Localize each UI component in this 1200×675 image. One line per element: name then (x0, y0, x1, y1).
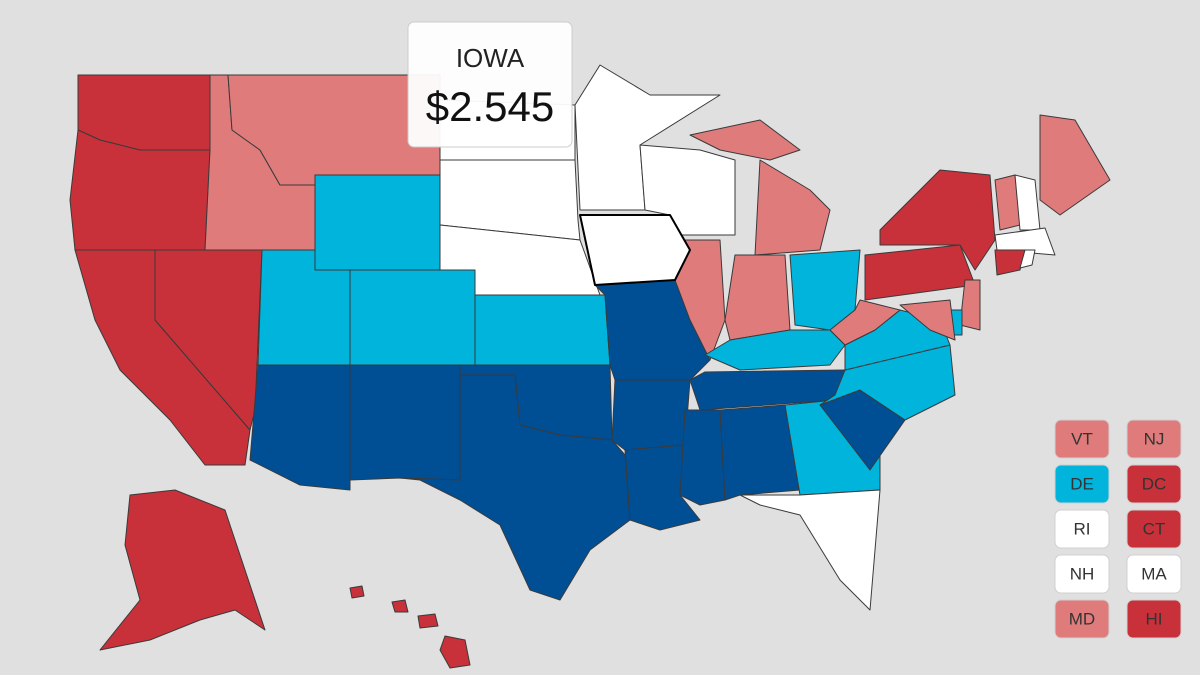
legend-label: RI (1074, 519, 1091, 538)
state[interactable] (994, 249, 1026, 276)
legend-label: DE (1070, 474, 1094, 493)
legend-label: CT (1143, 519, 1166, 538)
small-state-legend: VT NJ DE DC RI CT NH MA MD HI (1054, 419, 1182, 639)
state[interactable] (439, 159, 581, 241)
state[interactable] (249, 364, 351, 491)
state[interactable] (579, 214, 691, 286)
state[interactable] (417, 613, 439, 629)
state[interactable] (99, 489, 266, 651)
legend-label: HI (1146, 609, 1163, 628)
state[interactable] (349, 585, 365, 599)
legend-label: MA (1141, 564, 1167, 583)
legend-label: MD (1069, 609, 1095, 628)
state[interactable] (391, 599, 409, 613)
state[interactable] (689, 119, 801, 161)
legend-label: VT (1071, 429, 1093, 448)
legend-box[interactable] (1126, 464, 1182, 504)
state[interactable] (739, 489, 881, 611)
state[interactable] (439, 635, 471, 669)
legend-label: NH (1070, 564, 1095, 583)
state[interactable] (399, 374, 631, 601)
state[interactable] (754, 159, 831, 256)
state[interactable] (829, 299, 901, 346)
state[interactable] (819, 344, 956, 421)
state[interactable] (314, 174, 441, 271)
legend-box[interactable] (1126, 419, 1182, 459)
legend-box[interactable] (1054, 419, 1110, 459)
legend-box[interactable] (1054, 554, 1110, 594)
state[interactable] (724, 254, 791, 341)
state[interactable] (349, 364, 461, 481)
legend-box[interactable] (1054, 599, 1110, 639)
legend-box[interactable] (1126, 554, 1182, 594)
state[interactable] (899, 299, 956, 341)
legend-box[interactable] (1054, 464, 1110, 504)
state[interactable] (994, 227, 1056, 256)
state[interactable] (719, 404, 801, 501)
state[interactable] (1019, 249, 1036, 269)
state[interactable] (679, 409, 726, 506)
legend-box[interactable] (1126, 509, 1182, 549)
state[interactable] (474, 294, 611, 366)
tooltip-value: $2.545 (426, 83, 554, 130)
legend-box[interactable] (1126, 599, 1182, 639)
legend-label: NJ (1144, 429, 1165, 448)
state[interactable] (1039, 114, 1111, 216)
legend-box[interactable] (1054, 509, 1110, 549)
tooltip-box (407, 21, 573, 148)
state[interactable] (879, 169, 996, 271)
state[interactable] (574, 64, 721, 211)
state[interactable] (639, 144, 736, 236)
tooltip: IOWA $2.545 (407, 21, 573, 148)
legend-label: DC (1142, 474, 1167, 493)
state[interactable] (611, 379, 691, 451)
us-map (69, 64, 1111, 669)
state[interactable] (349, 269, 476, 366)
tooltip-title: IOWA (456, 43, 525, 73)
